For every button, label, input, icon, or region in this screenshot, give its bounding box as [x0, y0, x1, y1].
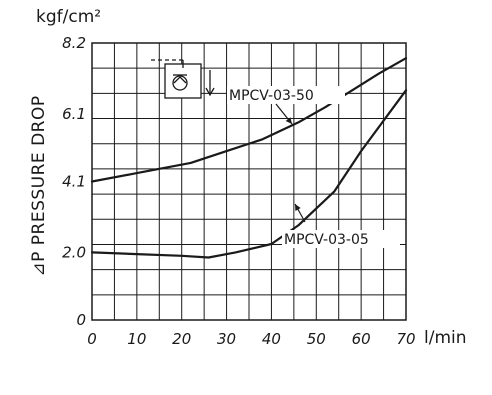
x-tick-label: 50: [307, 330, 326, 348]
y-unit-label: kgf/cm²: [36, 7, 101, 27]
series-label-2: MPCV-03-05: [284, 232, 369, 248]
y-tick-label: 6.1: [62, 105, 86, 123]
series-label-1: MPCV-03-50: [229, 88, 314, 104]
y-tick-label: 8.2: [62, 34, 86, 52]
x-tick-label: 70: [396, 330, 415, 348]
x-tick-label: 0: [87, 330, 97, 348]
series-line-2: [90, 89, 408, 259]
x-tick-label: 60: [352, 330, 371, 348]
series-label-backdrop: [227, 86, 345, 104]
y-tick-label: 4.1: [62, 173, 86, 191]
grid: [91, 42, 407, 321]
x-tick-label: 30: [217, 330, 236, 348]
x-unit-label: l/min: [424, 328, 467, 348]
leader-arrowhead: [295, 204, 301, 211]
y-tick-label: 2.0: [62, 243, 86, 261]
x-tick-label: 10: [127, 330, 146, 348]
check-valve-symbol-icon: [151, 59, 215, 99]
x-tick-label: 20: [172, 330, 191, 348]
series-label-backdrop: [282, 230, 400, 248]
x-tick-label: 40: [262, 330, 281, 348]
y-axis-title: ⊿P PRESSURE DROP: [29, 95, 49, 276]
y-tick-label: 0: [76, 311, 86, 329]
leader-arrowhead: [285, 117, 292, 124]
series-line-1: [90, 57, 408, 183]
